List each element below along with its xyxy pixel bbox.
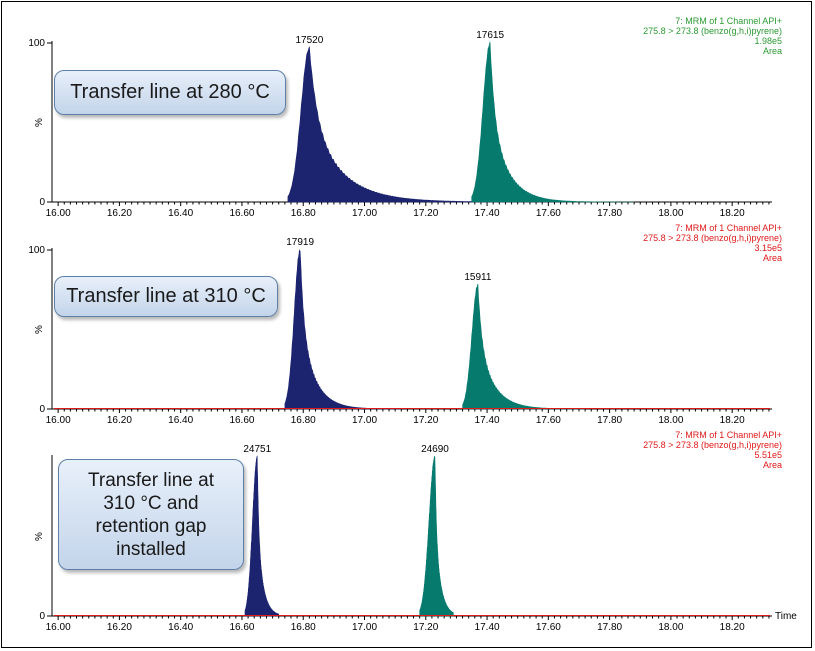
callout-panel-1: Transfer line at 280 °C (54, 70, 286, 115)
x-tick-label: 18.20 (720, 415, 745, 426)
x-tick-label: 16.40 (168, 415, 193, 426)
trace-header-line: 7: MRM of 1 Channel API+ (675, 430, 782, 440)
trace-header-line: 7: MRM of 1 Channel API+ (675, 223, 782, 233)
x-tick-label: 16.20 (107, 415, 132, 426)
trace-header-line: 7: MRM of 1 Channel API+ (675, 16, 782, 26)
x-tick-label: 16.40 (168, 208, 193, 219)
x-tick-label: 18.00 (658, 208, 683, 219)
y-tick-label: 0 (39, 404, 45, 415)
peak-1 (284, 249, 402, 410)
peak-2 (471, 41, 635, 203)
y-axis-label: % (34, 325, 45, 334)
y-tick-label: 0 (39, 197, 45, 208)
x-tick-label: 17.20 (413, 415, 438, 426)
x-tick-label: 16.60 (229, 415, 254, 426)
x-tick-label: 16.20 (107, 208, 132, 219)
x-tick-label: 17.60 (536, 208, 561, 219)
x-tick-label: 16.20 (107, 622, 132, 633)
x-tick-label: 18.20 (720, 208, 745, 219)
x-tick-label: 17.60 (536, 415, 561, 426)
peak-2 (419, 455, 454, 617)
trace-header-line: 275.8 > 273.8 (benzo(g,h,i)pyrene) (643, 440, 782, 450)
chromatogram-panel-1: 100 0% 16.00 16.20 16.40 16.60 16.80 17.00 17.20… (28, 16, 782, 219)
callout-text: Transfer line at 310 °C (66, 285, 266, 307)
trace-header-line: 1.98e5 (754, 36, 782, 46)
peak-1 (244, 455, 279, 617)
x-tick-label: 18.00 (658, 415, 683, 426)
peak-area-label: 17919 (286, 237, 314, 248)
y-tick-label: 0 (39, 611, 45, 622)
x-tick-label: 16.80 (291, 208, 316, 219)
callout-text: Transfer line at 310 °C and retention ga… (87, 469, 214, 560)
trace-header-line: Area (763, 253, 782, 263)
x-tick-label: 17.80 (597, 415, 622, 426)
peak-area-label: 17615 (476, 30, 504, 41)
y-tick-label: 100 (28, 245, 45, 256)
x-tick-label: 16.00 (46, 415, 71, 426)
x-tick-label: 17.00 (352, 208, 377, 219)
x-tick-label: 17.00 (352, 415, 377, 426)
chromatogram-panel-2: 100 0% 16.00 16.20 16.40 16.60 16.80 17.00 17.20… (28, 223, 782, 426)
x-tick-label: 17.40 (475, 415, 500, 426)
trace-header-line: 5.51e5 (754, 450, 782, 460)
peak-1 (287, 46, 503, 203)
y-axis-label: % (34, 532, 45, 541)
y-axis-label: % (34, 118, 45, 127)
x-tick-label: 16.60 (229, 622, 254, 633)
peak-area-label: 17520 (295, 35, 323, 46)
callout-text: Transfer line at 280 °C (70, 81, 270, 103)
trace-header-line: 3.15e5 (754, 243, 782, 253)
peak-2 (462, 283, 586, 410)
x-tick-label: 17.60 (536, 622, 561, 633)
chromatogram-panel-3: 0% 16.00 16.20 16.40 16.60 16.80 17.00 17.20 17.… (34, 430, 797, 633)
callout-panel-2: Transfer line at 310 °C (54, 276, 278, 317)
x-tick-label: 17.40 (475, 622, 500, 633)
x-axis-label: Time (775, 611, 797, 622)
x-tick-label: 17.80 (597, 622, 622, 633)
x-tick-label: 17.80 (597, 208, 622, 219)
x-tick-label: 17.40 (475, 208, 500, 219)
x-tick-label: 18.20 (720, 622, 745, 633)
x-tick-label: 17.00 (352, 622, 377, 633)
x-tick-label: 16.80 (291, 415, 316, 426)
peak-area-label: 15911 (464, 272, 492, 283)
x-tick-label: 16.40 (168, 622, 193, 633)
x-tick-label: 16.00 (46, 622, 71, 633)
x-tick-label: 17.20 (413, 622, 438, 633)
x-tick-label: 16.00 (46, 208, 71, 219)
trace-header-line: Area (763, 46, 782, 56)
peak-area-label: 24690 (421, 444, 449, 455)
peak-area-label: 24751 (243, 444, 271, 455)
x-tick-label: 17.20 (413, 208, 438, 219)
x-tick-label: 18.00 (658, 622, 683, 633)
x-tick-label: 16.80 (291, 622, 316, 633)
trace-header-line: 275.8 > 273.8 (benzo(g,h,i)pyrene) (643, 26, 782, 36)
trace-header-line: Area (763, 460, 782, 470)
y-tick-label: 100 (28, 38, 45, 49)
x-tick-label: 16.60 (229, 208, 254, 219)
trace-header-line: 275.8 > 273.8 (benzo(g,h,i)pyrene) (643, 233, 782, 243)
callout-panel-3: Transfer line at 310 °C and retention ga… (58, 459, 244, 570)
